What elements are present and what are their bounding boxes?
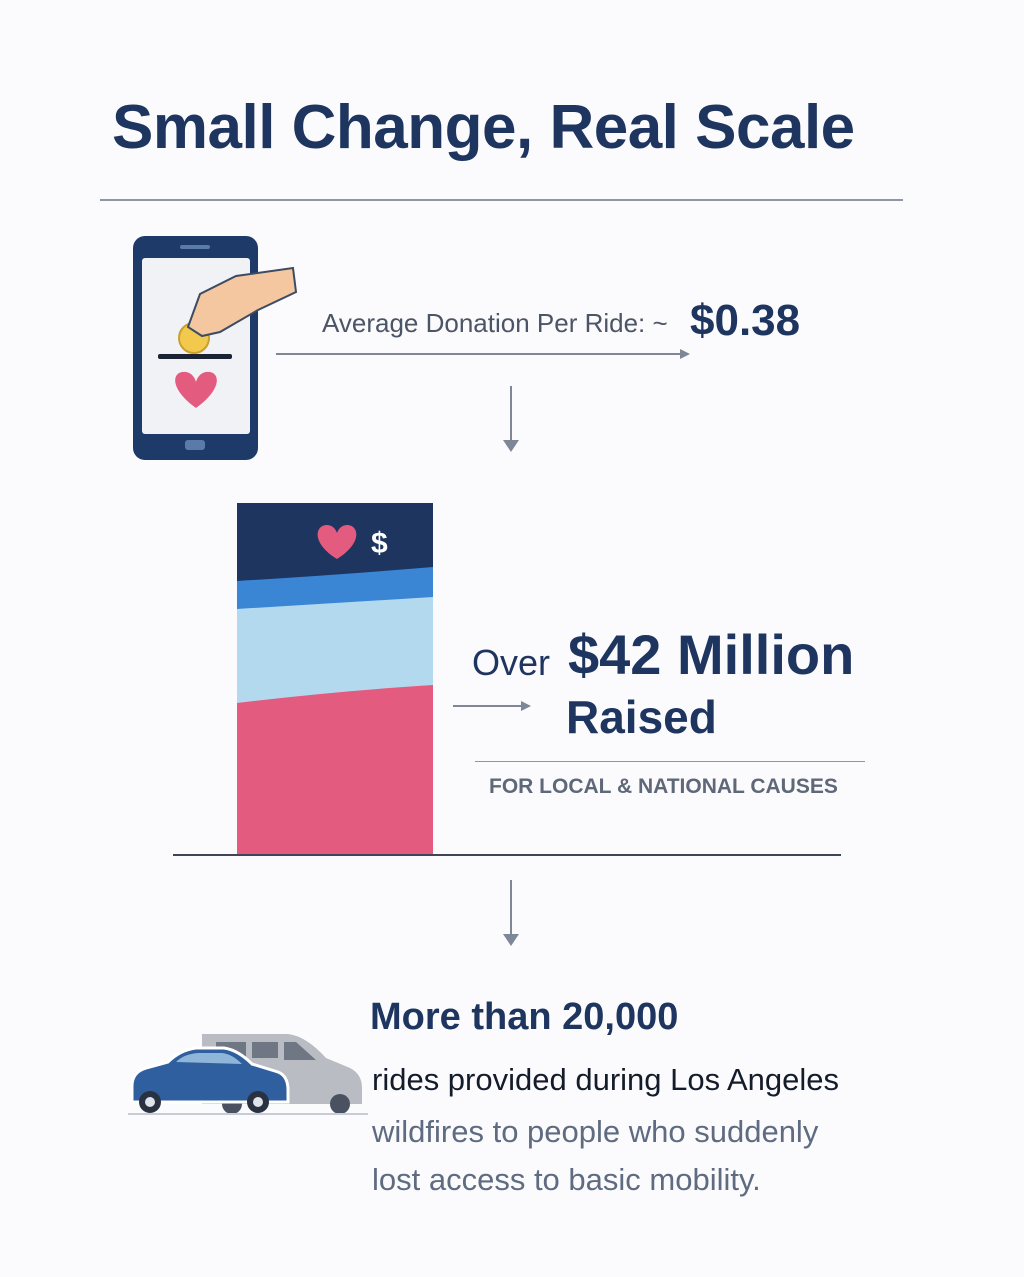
heart-icon	[317, 525, 357, 559]
phone-donation-icon	[133, 236, 298, 460]
raised-suffix: Raised	[566, 691, 717, 743]
funds-raised-bar: $	[237, 503, 433, 856]
arrow-down-icon	[503, 880, 519, 946]
hand-icon	[186, 266, 298, 338]
page-title: Small Change, Real Scale	[112, 93, 855, 162]
caption-divider	[475, 761, 865, 762]
title-divider	[100, 199, 903, 201]
arrow-down-icon	[503, 386, 519, 452]
heart-icon	[175, 371, 217, 408]
raised-caption: FOR LOCAL & NATIONAL CAUSES	[489, 775, 838, 798]
arrow-right-icon	[453, 701, 531, 711]
raised-amount: $42 Million	[568, 623, 855, 686]
average-donation-value: $0.38	[690, 296, 801, 345]
baseline	[173, 854, 841, 856]
arrow-right-icon	[276, 349, 690, 359]
average-donation-label: Average Donation Per Ride: ~	[322, 308, 668, 338]
rides-line-2: wildfires to people who suddenly	[372, 1114, 819, 1149]
rides-line-1: rides provided during Los Angeles	[372, 1062, 840, 1097]
rides-headline: More than 20,000	[370, 996, 679, 1038]
rides-line-3: lost access to basic mobility.	[372, 1162, 761, 1197]
dollar-icon: $	[371, 527, 388, 560]
cars-icon	[128, 1034, 368, 1115]
car-icon	[130, 1046, 290, 1104]
raised-prefix: Over	[472, 642, 551, 683]
